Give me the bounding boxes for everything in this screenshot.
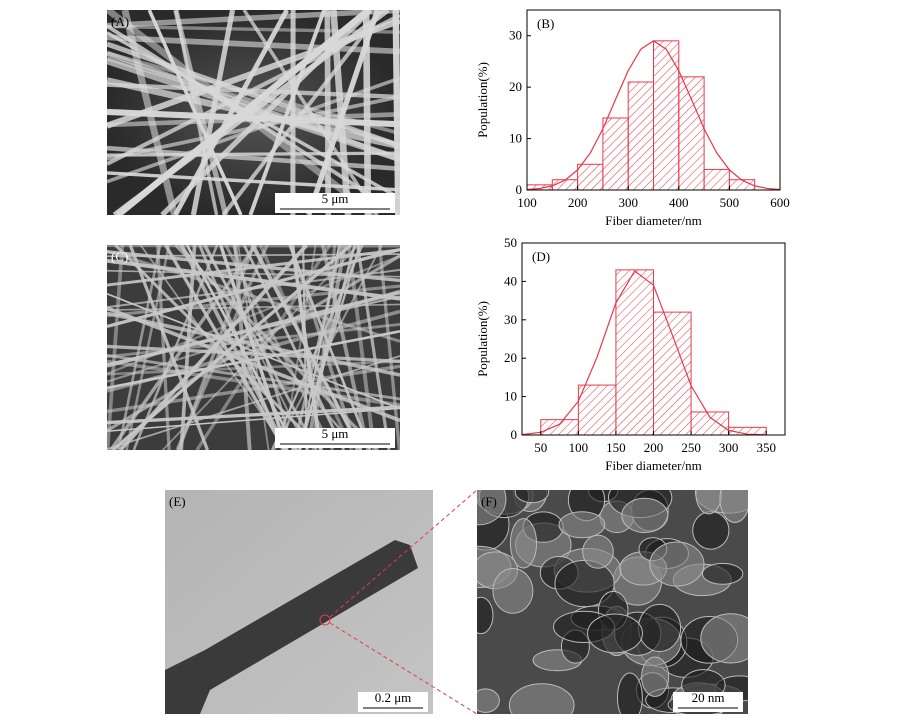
histogram-bar — [578, 164, 603, 190]
x-tick-label: 150 — [606, 440, 626, 455]
x-tick-label: 500 — [720, 195, 740, 210]
x-tick-label: 600 — [770, 195, 790, 210]
grain — [515, 481, 548, 502]
scale-bar-label: 5 μm — [322, 426, 349, 441]
histogram-bar — [704, 169, 729, 190]
sem-image — [107, 10, 400, 215]
panel-label: (A) — [111, 14, 129, 29]
histogram-bar — [541, 420, 579, 435]
histogram-bar — [729, 180, 754, 190]
grain — [493, 568, 533, 613]
y-tick-label: 30 — [509, 28, 522, 43]
x-tick-label: 400 — [669, 195, 689, 210]
y-tick-label: 10 — [504, 389, 517, 404]
histogram-bar — [616, 270, 654, 435]
histogram-bar — [691, 412, 729, 435]
grain — [696, 473, 722, 514]
grain — [702, 563, 742, 584]
histogram-bar — [552, 180, 577, 190]
grain — [510, 519, 536, 568]
x-axis-label: Fiber diameter/nm — [605, 213, 701, 228]
grain — [583, 535, 614, 568]
scale-bar-label: 5 μm — [322, 191, 349, 206]
panel-label: (B) — [537, 16, 554, 31]
grain — [622, 498, 668, 532]
tem-image — [165, 490, 433, 714]
panel-label: (E) — [169, 494, 186, 509]
x-tick-label: 100 — [517, 195, 537, 210]
y-tick-label: 10 — [509, 131, 522, 146]
grain — [642, 657, 669, 697]
y-axis-label: Population(%) — [475, 62, 490, 138]
grain — [701, 614, 761, 663]
x-tick-label: 100 — [569, 440, 589, 455]
x-tick-label: 200 — [644, 440, 664, 455]
x-tick-label: 300 — [618, 195, 638, 210]
histogram-bar — [578, 385, 616, 435]
y-tick-label: 50 — [504, 235, 517, 250]
grain — [639, 604, 681, 651]
y-tick-label: 40 — [504, 273, 517, 288]
panel-label: (D) — [532, 249, 550, 264]
x-tick-label: 250 — [681, 440, 701, 455]
histogram-bar — [603, 118, 628, 190]
grain — [451, 474, 505, 525]
x-tick-label: 300 — [719, 440, 739, 455]
grain — [588, 614, 643, 653]
grain — [509, 684, 574, 722]
panel-label: (F) — [481, 494, 497, 509]
grain — [559, 512, 605, 538]
fiber — [396, 10, 399, 215]
y-axis-label: Population(%) — [475, 301, 490, 377]
scale-bar-label: 0.2 μm — [375, 690, 412, 705]
grain — [472, 689, 500, 712]
x-tick-label: 50 — [534, 440, 547, 455]
sem-image — [107, 245, 400, 450]
histogram-bar — [628, 82, 653, 190]
grain — [650, 542, 704, 586]
panel-label: (C) — [111, 249, 128, 264]
x-tick-label: 350 — [756, 440, 776, 455]
x-axis-label: Fiber diameter/nm — [605, 458, 701, 473]
fiber — [366, 10, 368, 215]
y-tick-label: 20 — [509, 79, 522, 94]
grain — [693, 512, 729, 549]
x-tick-label: 200 — [568, 195, 588, 210]
scale-bar-label: 20 nm — [692, 690, 725, 705]
y-tick-label: 0 — [511, 427, 518, 442]
y-tick-label: 30 — [504, 312, 517, 327]
grain — [469, 597, 493, 633]
grain — [617, 673, 642, 722]
grain — [720, 475, 750, 523]
histogram-bar — [679, 77, 704, 190]
histogram-bar — [654, 312, 692, 435]
tem-image — [445, 472, 764, 722]
y-tick-label: 20 — [504, 350, 517, 365]
